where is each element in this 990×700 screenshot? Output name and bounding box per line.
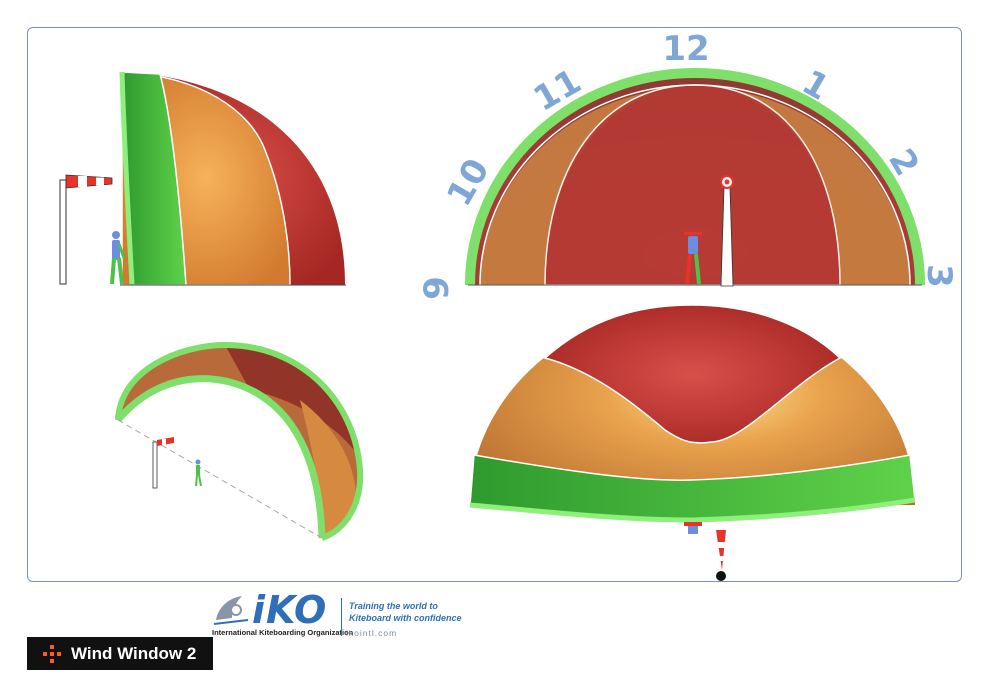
front-zone-orange-left — [480, 90, 660, 285]
plus-mark-icon — [43, 644, 61, 663]
diagram-frame — [27, 27, 962, 582]
logo-url: ikointl.com — [346, 628, 398, 638]
front-zone-orange-right — [730, 90, 910, 285]
title-bar: Wind Window 2 — [27, 637, 213, 670]
clock-12: 12 — [662, 29, 709, 69]
perspective-zone-orange — [300, 400, 357, 538]
rider-front-icon — [684, 232, 702, 285]
windsock-perspective-icon — [152, 437, 174, 489]
top-view — [469, 304, 916, 581]
perspective-zone-red — [225, 345, 358, 455]
windsock-top-icon — [716, 530, 726, 581]
clock-3: 3 — [919, 264, 959, 288]
logo-organization: International Kiteboarding Organization — [212, 628, 354, 637]
logo-tagline-line-2: Kiteboard with confidence — [349, 613, 462, 623]
iko-logo: iKO International Kiteboarding Organizat… — [210, 588, 470, 640]
rider-icon — [110, 231, 126, 285]
front-view: 9 10 11 12 1 2 3 — [417, 29, 959, 300]
clock-9: 9 — [417, 276, 457, 300]
windsock-icon — [59, 174, 113, 285]
page-title: Wind Window 2 — [71, 643, 197, 663]
logo-wordmark: iKO — [252, 588, 328, 632]
logo-divider — [341, 598, 342, 636]
perspective-view — [115, 341, 364, 541]
windsock-front-icon — [720, 175, 734, 287]
rider-perspective-icon — [195, 459, 202, 487]
logo-tagline: Training the world to Kiteboard with con… — [349, 600, 469, 624]
rider-top-icon — [684, 522, 702, 534]
logo-tagline-line-1: Training the world to — [349, 601, 438, 611]
kiteboarder-logo-icon — [213, 596, 249, 625]
front-edge-green — [465, 68, 925, 286]
top-zone-red — [543, 304, 842, 444]
side-view — [59, 71, 346, 286]
